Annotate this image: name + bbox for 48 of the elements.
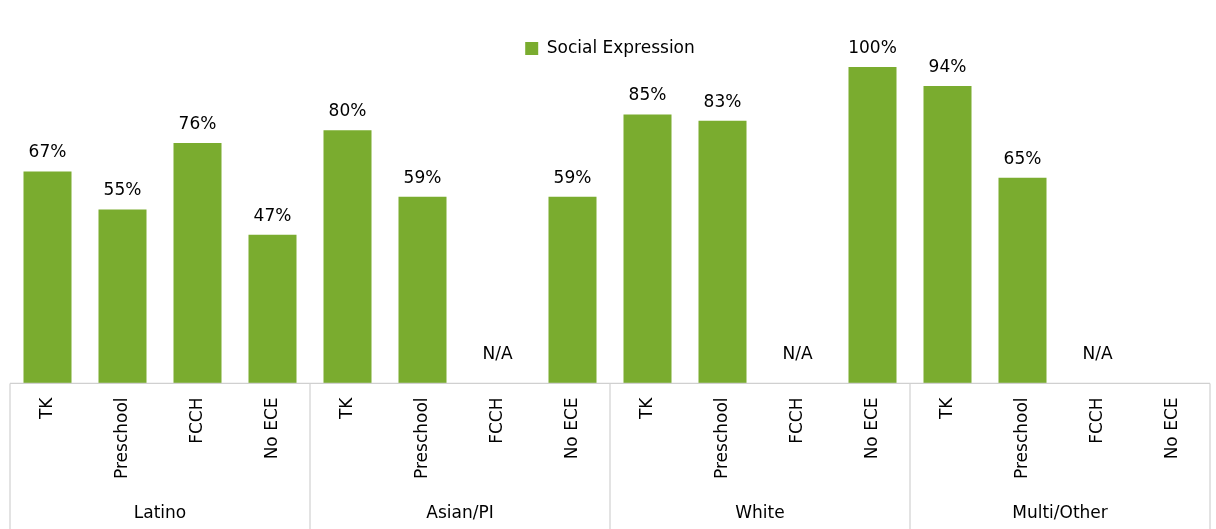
bar [848, 67, 897, 384]
data-label: 85% [628, 84, 667, 105]
bar [998, 177, 1047, 384]
data-label: 67% [28, 141, 67, 162]
bar [923, 85, 972, 384]
data-label: 76% [178, 112, 217, 133]
data-label: 55% [103, 179, 142, 200]
data-label: 83% [703, 90, 742, 111]
x-tick-label: TK [35, 396, 56, 421]
bar [398, 196, 447, 384]
bar [248, 234, 297, 384]
bar [23, 171, 72, 384]
bar [623, 114, 672, 384]
x-tick-label: FCCH [185, 397, 206, 444]
x-tick-label: TK [935, 396, 956, 421]
text: White [735, 502, 785, 523]
x-tick-label: No ECE [860, 397, 881, 460]
bar [98, 209, 147, 384]
x-tick-label: Preschool [710, 397, 731, 479]
bar [698, 120, 747, 384]
bar [548, 196, 597, 384]
text: Asian/PI [426, 502, 494, 523]
data-label: 100% [848, 36, 897, 57]
data-label: 94% [928, 55, 967, 76]
x-tick-label: Preschool [1010, 397, 1031, 479]
x-tick-label: FCCH [785, 397, 806, 444]
x-tick-label: No ECE [260, 397, 281, 460]
text: N/A [782, 343, 813, 364]
x-tick-label: FCCH [485, 397, 506, 444]
x-tick-label: Preschool [110, 397, 131, 479]
data-label: 65% [1003, 147, 1042, 168]
x-tick-label: TK [635, 396, 656, 421]
text: Multi/Other [1012, 502, 1108, 523]
x-tick-label: No ECE [1160, 397, 1181, 460]
x-tick-label: TK [335, 396, 356, 421]
x-tick-label: FCCH [1085, 397, 1106, 444]
data-label: 59% [403, 166, 442, 187]
bar [173, 142, 222, 384]
legend-label: Social Expression [546, 36, 695, 57]
x-tick-label: No ECE [560, 397, 581, 460]
text: Latino [133, 502, 187, 523]
data-label: 80% [328, 100, 367, 121]
data-label: 59% [553, 166, 592, 187]
bar [323, 130, 372, 384]
text: N/A [1082, 343, 1113, 364]
data-label: 47% [253, 204, 292, 225]
x-tick-label: Preschool [410, 397, 431, 479]
text: N/A [482, 343, 513, 364]
